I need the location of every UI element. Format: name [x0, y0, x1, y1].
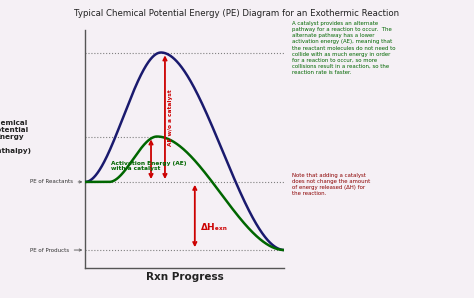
- Text: A catalyst provides an alternate
pathway for a reaction to occur.  The
alternate: A catalyst provides an alternate pathway…: [292, 21, 395, 75]
- X-axis label: Rxn Progress: Rxn Progress: [146, 272, 224, 283]
- Text: PE of Products: PE of Products: [29, 248, 82, 252]
- Text: Note that adding a catalyst
does not change the amount
of energy released (ΔH) f: Note that adding a catalyst does not cha…: [292, 173, 370, 196]
- Text: PE of Reactants: PE of Reactants: [29, 179, 82, 184]
- Text: Typical Chemical Potential Energy (PE) Diagram for an Exothermic Reaction: Typical Chemical Potential Energy (PE) D…: [74, 9, 400, 18]
- Text: Activation Energy (AE)
with a catalyst: Activation Energy (AE) with a catalyst: [111, 161, 187, 171]
- Text: Chemical
Potential
Energy

(Enthalpy): Chemical Potential Energy (Enthalpy): [0, 120, 31, 154]
- Text: ΔHₑₓₙ: ΔHₑₓₙ: [201, 223, 228, 232]
- Text: AE w/o a catalyst: AE w/o a catalyst: [168, 89, 173, 146]
